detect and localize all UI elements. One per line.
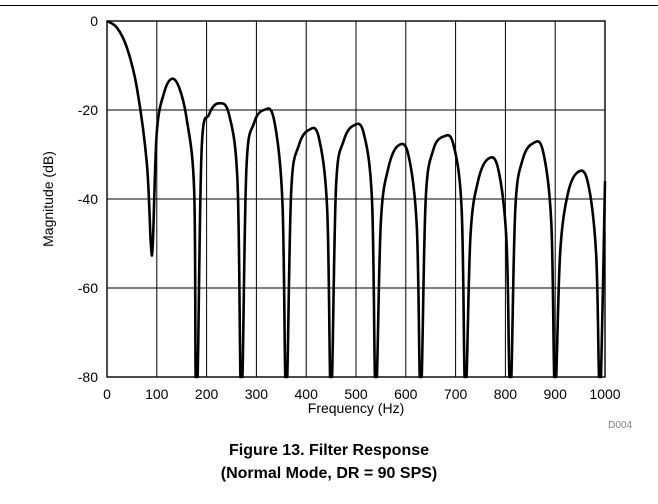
figure-caption-title: Figure 13. Filter Response	[228, 442, 430, 459]
x-tick-label: 400	[295, 386, 319, 402]
x-tick-label: 600	[394, 386, 418, 402]
x-tick-labels: 0 100 200 300 400 500 600 700 800 900 1000	[103, 386, 621, 402]
grid-lines	[107, 21, 605, 377]
y-tick-label: 0	[90, 13, 98, 29]
x-axis-title: Frequency (Hz)	[308, 400, 404, 416]
figure-code: D004	[608, 420, 632, 431]
x-tick-label: 100	[145, 386, 169, 402]
figure-caption-subtitle: (Normal Mode, DR = 90 SPS)	[220, 465, 438, 482]
x-tick-label: 500	[344, 386, 368, 402]
x-tick-label: 900	[544, 386, 568, 402]
filter-response-chart: 0 100 200 300 400 500 600 700 800 900 1000 0 -20 -40…	[40, 13, 632, 431]
y-tick-label: -60	[78, 280, 98, 296]
y-tick-labels: 0 -20 -40 -60 -80	[78, 13, 98, 385]
x-tick-label: 0	[103, 386, 111, 402]
y-tick-label: -80	[78, 369, 98, 385]
x-tick-label: 800	[494, 386, 518, 402]
y-tick-label: -20	[78, 102, 98, 118]
y-tick-label: -40	[78, 191, 98, 207]
x-tick-label: 1000	[589, 386, 620, 402]
magnitude-response-line	[106, 19, 607, 379]
y-axis-title: Magnitude (dB)	[40, 151, 56, 247]
x-tick-label: 200	[195, 386, 219, 402]
x-tick-label: 700	[444, 386, 468, 402]
x-tick-label: 300	[245, 386, 269, 402]
page-top-rule	[0, 5, 658, 6]
